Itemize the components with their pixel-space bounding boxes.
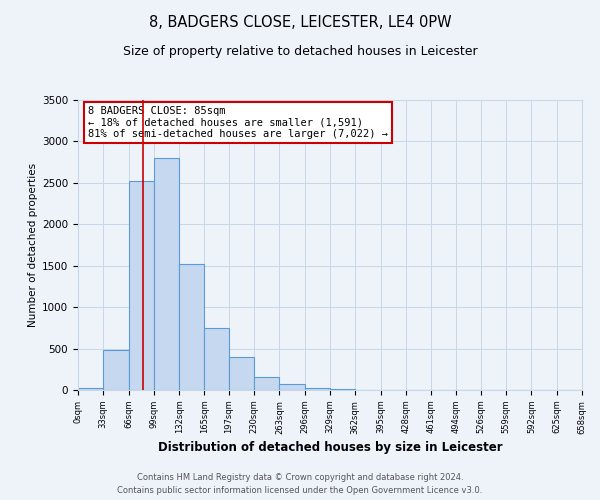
Bar bbox=[154, 158, 179, 390]
Bar bbox=[254, 377, 280, 390]
Bar bbox=[280, 384, 305, 390]
Bar bbox=[78, 388, 103, 390]
Text: Size of property relative to detached houses in Leicester: Size of property relative to detached ho… bbox=[122, 45, 478, 58]
Text: Contains HM Land Registry data © Crown copyright and database right 2024.: Contains HM Land Registry data © Crown c… bbox=[137, 472, 463, 482]
Bar bbox=[128, 181, 154, 390]
Y-axis label: Number of detached properties: Number of detached properties bbox=[28, 163, 38, 327]
Text: 8 BADGERS CLOSE: 85sqm
← 18% of detached houses are smaller (1,591)
81% of semi-: 8 BADGERS CLOSE: 85sqm ← 18% of detached… bbox=[88, 106, 388, 139]
Bar bbox=[103, 350, 128, 390]
Bar bbox=[179, 264, 205, 390]
Bar bbox=[330, 389, 355, 390]
Text: 8, BADGERS CLOSE, LEICESTER, LE4 0PW: 8, BADGERS CLOSE, LEICESTER, LE4 0PW bbox=[149, 15, 451, 30]
Text: Contains public sector information licensed under the Open Government Licence v3: Contains public sector information licen… bbox=[118, 486, 482, 495]
Bar bbox=[205, 328, 229, 390]
X-axis label: Distribution of detached houses by size in Leicester: Distribution of detached houses by size … bbox=[158, 440, 502, 454]
Bar bbox=[305, 388, 330, 390]
Bar bbox=[229, 357, 254, 390]
